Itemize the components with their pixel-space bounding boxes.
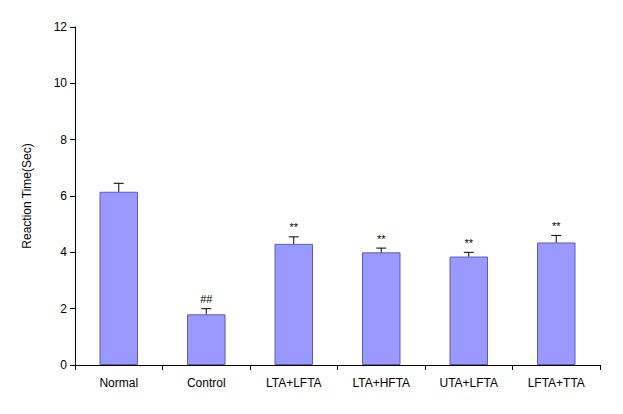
svg-text:UTA+LFTA: UTA+LFTA xyxy=(439,376,498,390)
svg-text:Normal: Normal xyxy=(99,376,138,390)
svg-text:Reaction Time(Sec): Reaction Time(Sec) xyxy=(20,143,34,248)
svg-text:LFTA+TTA: LFTA+TTA xyxy=(528,376,585,390)
svg-text:**: ** xyxy=(377,233,386,245)
svg-text:2: 2 xyxy=(60,302,67,316)
svg-text:0: 0 xyxy=(60,358,67,372)
svg-text:Control: Control xyxy=(187,376,226,390)
svg-text:12: 12 xyxy=(54,20,68,34)
svg-text:**: ** xyxy=(289,221,298,233)
svg-text:**: ** xyxy=(464,237,473,249)
svg-text:LTA+HFTA: LTA+HFTA xyxy=(352,376,410,390)
svg-text:8: 8 xyxy=(60,133,67,147)
svg-text:LTA+LFTA: LTA+LFTA xyxy=(266,376,322,390)
svg-text:**: ** xyxy=(552,220,561,232)
svg-text:10: 10 xyxy=(54,76,68,90)
svg-text:4: 4 xyxy=(60,245,67,259)
svg-text:6: 6 xyxy=(60,189,67,203)
svg-text:##: ## xyxy=(200,293,213,305)
